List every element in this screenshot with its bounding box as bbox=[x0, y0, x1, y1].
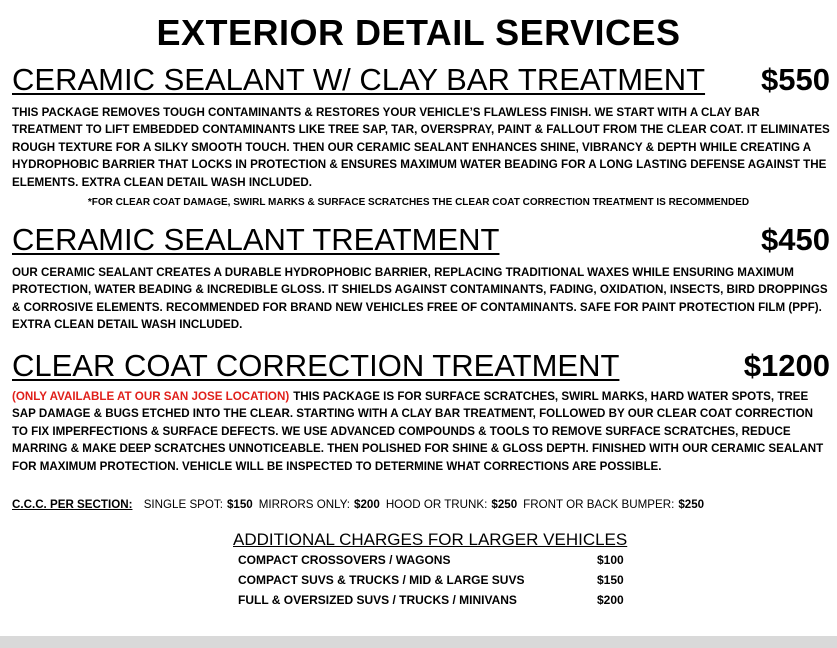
service-description-block: (ONLY AVAILABLE AT OUR SAN JOSE LOCATION… bbox=[12, 388, 832, 475]
per-section-item: HOOD OR TRUNK: $250 bbox=[386, 498, 517, 511]
vehicle-class: COMPACT SUVS & TRUCKS / MID & LARGE SUVS bbox=[238, 573, 525, 587]
service-name: CERAMIC SEALANT W/ CLAY BAR TREATMENT bbox=[12, 62, 706, 97]
per-section-item: SINGLE SPOT: $150 bbox=[144, 498, 253, 511]
item-name: FRONT OR BACK BUMPER: bbox=[523, 498, 675, 511]
item-name: HOOD OR TRUNK: bbox=[385, 498, 488, 511]
service-name: CLEAR COAT CORRECTION TREATMENT bbox=[12, 348, 620, 383]
item-name: MIRRORS ONLY: bbox=[258, 498, 351, 511]
item-price: $150 bbox=[226, 498, 253, 511]
vehicle-price: $150 bbox=[597, 573, 624, 587]
service-price: $1200 bbox=[743, 348, 830, 383]
bottom-bar bbox=[0, 636, 837, 648]
vehicle-class: FULL & OVERSIZED SUVS / TRUCKS / MINIVAN… bbox=[238, 593, 517, 607]
per-section-item: MIRRORS ONLY: $200 bbox=[259, 498, 380, 511]
service-heading: CLEAR COAT CORRECTION TREATMENT $1200 bbox=[12, 348, 830, 384]
per-section-prices: C.C.C. PER SECTION: SINGLE SPOT: $150 MIRR… bbox=[12, 498, 837, 511]
per-section-label: C.C.C. PER SECTION: bbox=[12, 498, 133, 511]
additional-charges-title: ADDITIONAL CHARGES FOR LARGER VEHICLES bbox=[233, 530, 628, 549]
title: EXTERIOR DETAIL SERVICES bbox=[156, 12, 681, 53]
vehicle-class: COMPACT CROSSOVERS / WAGONS bbox=[238, 553, 451, 567]
per-section-item: FRONT OR BACK BUMPER: $250 bbox=[523, 498, 704, 511]
availability: (ONLY AVAILABLE AT OUR SAN JOSE LOCATION… bbox=[12, 390, 290, 403]
service-name: CERAMIC SEALANT TREATMENT bbox=[12, 222, 500, 257]
vehicle-price: $200 bbox=[597, 593, 624, 607]
service-note: *FOR CLEAR COAT DAMAGE, SWIRL MARKS & SU… bbox=[87, 197, 750, 208]
item-price: $250 bbox=[678, 498, 705, 511]
service-price: $550 bbox=[761, 62, 830, 97]
service-price: $450 bbox=[761, 222, 830, 257]
vehicle-price: $100 bbox=[597, 553, 624, 567]
service-description: THIS PACKAGE REMOVES TOUGH CONTAMINANTS … bbox=[12, 106, 830, 189]
service-heading: CERAMIC SEALANT W/ CLAY BAR TREATMENT $5… bbox=[12, 62, 830, 98]
item-price: $250 bbox=[491, 498, 518, 511]
service-description: THIS PACKAGE IS FOR SURFACE SCRATCHES, S… bbox=[12, 390, 824, 473]
service-description: OUR CERAMIC SEALANT CREATES A DURABLE HY… bbox=[12, 266, 828, 332]
item-price: $200 bbox=[354, 498, 380, 511]
service-heading: CERAMIC SEALANT TREATMENT $450 bbox=[12, 222, 830, 258]
item-name: SINGLE SPOT: bbox=[143, 498, 223, 511]
